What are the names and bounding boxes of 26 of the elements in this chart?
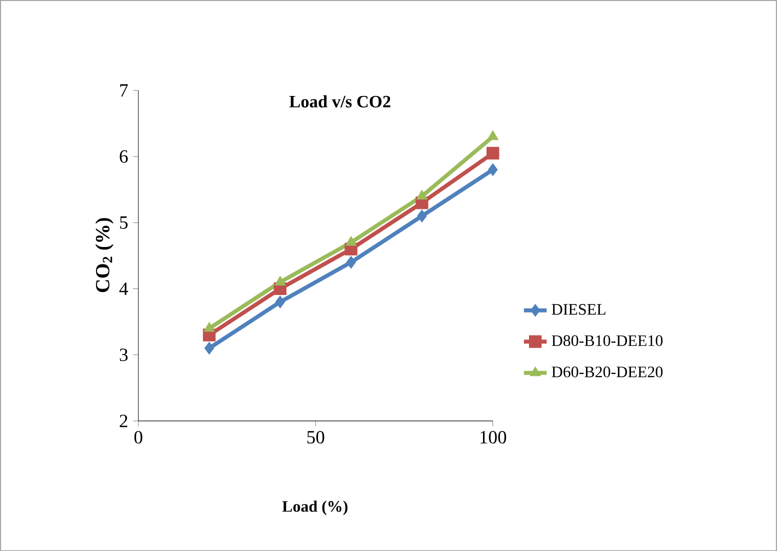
y-tick-label: 7	[120, 84, 128, 96]
point	[417, 210, 427, 222]
y-tick-label: 6	[120, 150, 128, 163]
x-tick-label: 50	[307, 430, 324, 444]
legend-label: D80-B10-DEE10	[552, 335, 663, 346]
legend-label: D60-B20-DEE20	[552, 366, 663, 378]
y-tick-label: 5	[120, 216, 128, 229]
y-tick-label: 3	[120, 348, 128, 361]
point	[275, 295, 285, 308]
legend-label: DIESEL	[552, 304, 606, 315]
y-axis-title: CO$_{2}$ (%)	[95, 218, 114, 292]
point	[204, 322, 215, 332]
point	[416, 190, 428, 200]
point	[486, 146, 500, 160]
point	[487, 130, 498, 140]
x-tick-label: 100	[480, 430, 506, 444]
y-tick-label: 4	[119, 282, 128, 295]
y-tick-label: 2	[120, 414, 128, 427]
x-axis-title: Load (%)	[282, 500, 348, 515]
point	[488, 163, 498, 176]
point	[274, 276, 286, 286]
point	[204, 342, 214, 354]
point	[346, 236, 357, 246]
chart-title: Load v/s CO2	[289, 95, 390, 108]
point	[346, 256, 356, 268]
x-tick-label: 0	[134, 430, 142, 444]
